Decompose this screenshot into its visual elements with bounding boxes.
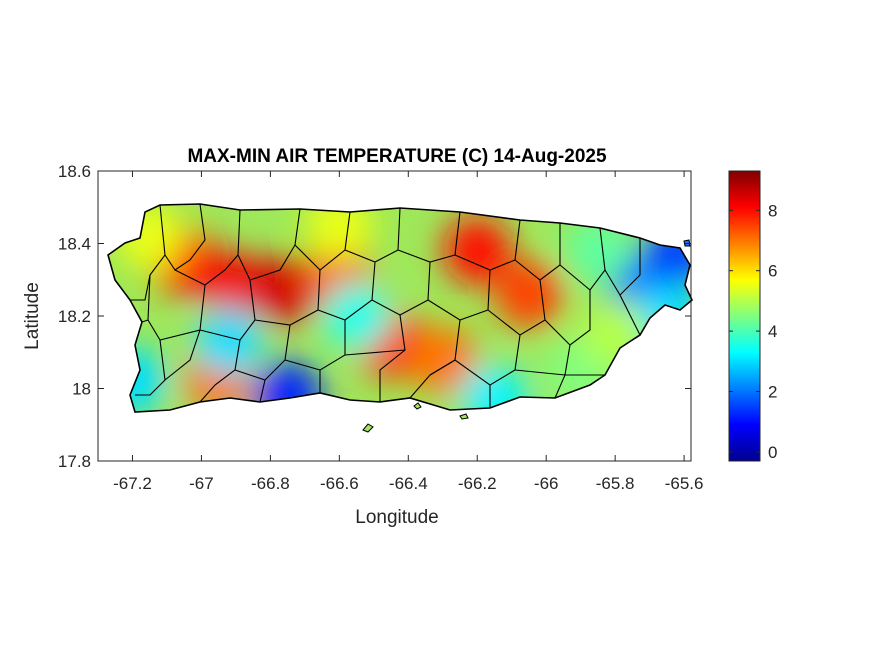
colorbar-gradient: [728, 170, 761, 462]
plot-area: -67.2 -67 -66.8 -66.6 -66.4 -66.2 -66 -65.8 -65.…: [58, 162, 704, 493]
field-sample-4: [443, 216, 512, 285]
x-axis-label: Longitude: [355, 507, 438, 528]
colorbar-tick-label: 2: [768, 383, 777, 402]
x-tick-label: -67: [189, 474, 214, 493]
x-tick-label: -66.2: [458, 474, 497, 493]
x-tick-label: -67.2: [113, 474, 152, 493]
colorbar: 0 2 4 6 8: [728, 170, 777, 462]
field-sample-5: [494, 260, 563, 329]
colorbar-tick-label: 8: [768, 201, 777, 220]
field-sample-7: [408, 325, 477, 394]
municipality-boundaries: [130, 203, 641, 408]
colorbar-tick-label: 4: [768, 322, 777, 341]
y-tick-label: 17.8: [58, 452, 91, 471]
x-tick-label: -65.8: [596, 474, 635, 493]
x-tick-label: -66.8: [251, 474, 290, 493]
y-axis-label: Latitude: [22, 282, 43, 350]
y-tick-label: 18: [72, 380, 91, 399]
y-axis-ticks: 17.8 18 18.2 18.4 18.6: [58, 162, 691, 471]
y-tick-label: 18.4: [58, 235, 91, 254]
x-tick-label: -66: [534, 474, 559, 493]
y-tick-label: 18.2: [58, 307, 91, 326]
colorbar-tick-label: 6: [768, 262, 777, 281]
x-axis-ticks: -67.2 -67 -66.8 -66.6 -66.4 -66.2 -66 -65.8 -65.…: [113, 171, 703, 493]
field-sample-16: [563, 216, 632, 285]
field-sample-12: [460, 365, 529, 412]
x-tick-label: -66.4: [389, 474, 428, 493]
colorbar-ticks: 0 2 4 6 8: [729, 201, 777, 462]
field-sample-11: [253, 361, 322, 412]
field-sample-18: [322, 282, 391, 350]
y-tick-label: 18.6: [58, 162, 91, 181]
chart-title: MAX-MIN AIR TEMPERATURE (C) 14-Aug-2025: [187, 146, 607, 167]
colorbar-tick-label: 0: [768, 443, 777, 462]
field-sample-9: [195, 307, 264, 376]
x-tick-label: -66.6: [320, 474, 359, 493]
x-tick-label: -65.6: [665, 474, 704, 493]
